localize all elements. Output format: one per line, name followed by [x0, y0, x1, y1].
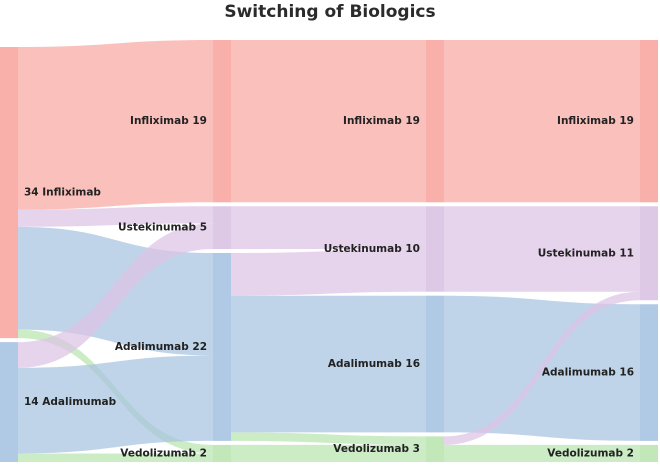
link-A2-to-A3: [444, 40, 640, 203]
node-label-C1: Adalimumab 22: [115, 341, 207, 353]
node-B2: [426, 206, 444, 292]
node-B3: [640, 206, 658, 301]
node-D1: [213, 444, 231, 462]
nodes-layer: [0, 40, 658, 462]
link-A0-to-A1: [18, 40, 213, 210]
node-A3: [640, 40, 658, 203]
chart-title: Switching of Biologics: [224, 2, 436, 22]
node-A2: [426, 40, 444, 203]
node-B0: [0, 342, 18, 462]
node-label-A1: Infliximab 19: [130, 115, 207, 127]
link-B0-to-D1: [18, 453, 213, 462]
node-label-C2: Adalimumab 16: [328, 358, 420, 370]
link-D2-to-B3: [444, 291, 640, 445]
link-A0-to-B1: [18, 206, 213, 227]
link-C1-to-B2: [231, 249, 426, 296]
node-D3: [640, 444, 658, 462]
link-B0-to-B1: [18, 223, 213, 368]
link-B0-to-C1: [18, 355, 213, 454]
link-C1-to-D2: [231, 432, 426, 445]
node-label-C3: Adalimumab 16: [542, 367, 634, 379]
links-layer: [18, 40, 640, 462]
node-C2: [426, 295, 444, 433]
node-C3: [640, 304, 658, 441]
link-D1-to-D2: [231, 444, 426, 462]
link-B2-to-B3: [444, 206, 640, 292]
link-B1-to-B2: [231, 206, 426, 249]
labels-layer: 34 Infliximab 14 Adalimumab Infliximab 19 U…: [24, 115, 634, 459]
node-label-A3: Infliximab 19: [557, 115, 634, 127]
node-label-B3: Ustekinumab 11: [538, 247, 634, 259]
node-B1: [213, 206, 231, 249]
node-label-B2: Ustekinumab 10: [324, 243, 420, 255]
link-A1-to-A2: [231, 40, 426, 203]
node-A1: [213, 40, 231, 203]
node-D2: [426, 436, 444, 462]
node-label-D2: Vedolizumab 3: [333, 443, 420, 455]
node-label-D1: Vedolizumab 2: [120, 447, 207, 459]
link-C1-to-C2: [231, 295, 426, 433]
node-label-A2: Infliximab 19: [343, 115, 420, 127]
node-label-B0: 14 Adalimumab: [24, 396, 117, 408]
link-D2-to-D3: [444, 444, 640, 462]
node-C1: [213, 253, 231, 441]
node-label-D3: Vedolizumab 2: [547, 447, 634, 459]
node-label-B1: Ustekinumab 5: [118, 222, 207, 234]
node-label-A0: 34 Infliximab: [24, 187, 101, 199]
node-A0: [0, 47, 18, 339]
